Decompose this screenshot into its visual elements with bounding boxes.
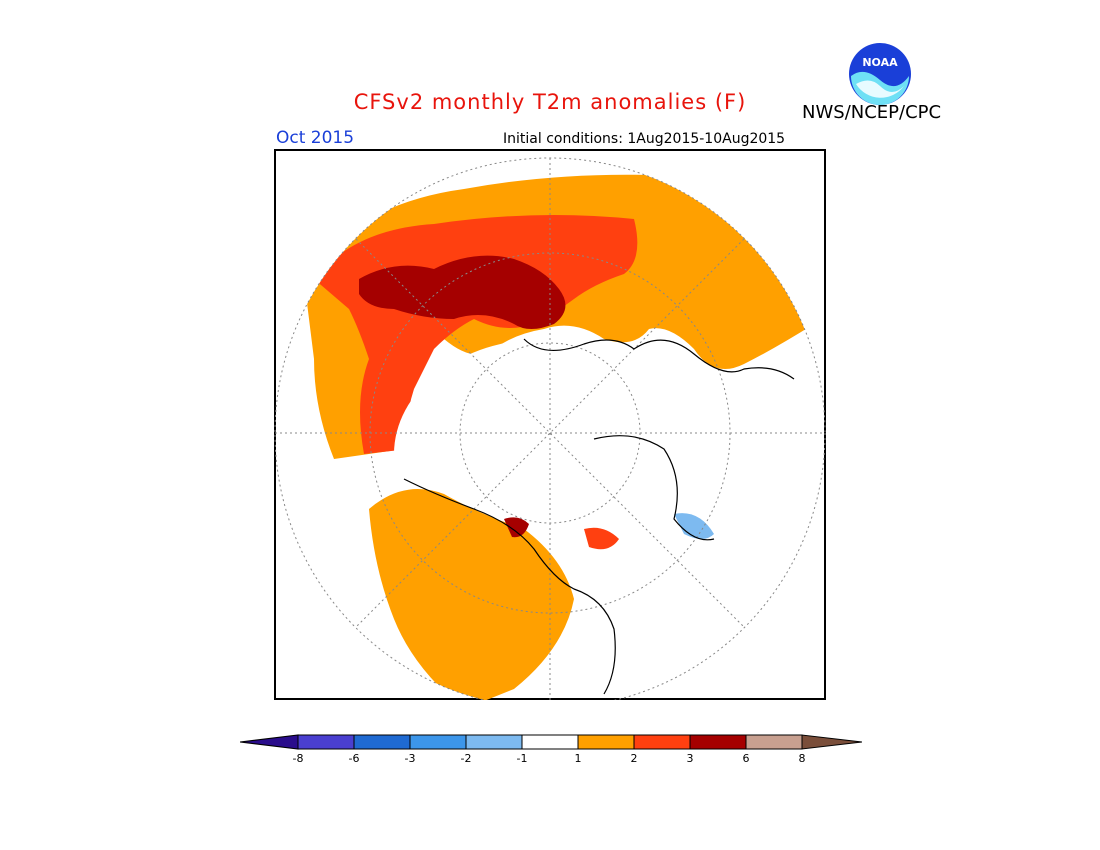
logo-text: NOAA bbox=[862, 56, 898, 69]
color-bin-5 bbox=[521, 734, 579, 750]
color-bin-7 bbox=[633, 734, 691, 750]
cool-anomaly-region bbox=[674, 513, 714, 539]
color-scale-tick-label: 6 bbox=[742, 752, 750, 765]
color-scale-tick-label: 1 bbox=[574, 752, 582, 765]
noaa-logo: NOAA bbox=[849, 43, 911, 105]
color-bin-8 bbox=[689, 734, 747, 750]
color-scale-tick-label: 3 bbox=[686, 752, 694, 765]
anomaly-region-north-america-orange bbox=[369, 489, 574, 700]
color-scale-tick-label: -8 bbox=[292, 752, 304, 765]
polar-anomaly-map bbox=[274, 149, 826, 700]
color-scale-tick-label: -2 bbox=[460, 752, 472, 765]
color-bin-9 bbox=[745, 734, 803, 750]
anomaly-region-eurasia-darkred bbox=[359, 255, 566, 329]
chart-title: CFSv2 monthly T2m anomalies (F) bbox=[353, 90, 747, 114]
color-scale-tick-label: -1 bbox=[516, 752, 528, 765]
archipelago-red bbox=[584, 527, 619, 550]
color-scale-tick-label: 8 bbox=[798, 752, 806, 765]
color-bin-4 bbox=[465, 734, 523, 750]
initial-conditions: Initial conditions: 1Aug2015-10Aug2015 bbox=[503, 131, 786, 147]
archipelago-darkred bbox=[504, 517, 529, 538]
color-bin-2 bbox=[353, 734, 411, 750]
color-scale-bar bbox=[240, 734, 862, 750]
organization-label: NWS/NCEP/CPC bbox=[802, 102, 942, 123]
color-scale-tick-label: 2 bbox=[630, 752, 638, 765]
color-bin-6 bbox=[577, 734, 635, 750]
color-scale-tick-label: -6 bbox=[348, 752, 360, 765]
forecast-period: Oct 2015 bbox=[276, 128, 355, 148]
color-bin-10 bbox=[801, 734, 862, 750]
color-bin-0 bbox=[240, 734, 299, 750]
color-bin-1 bbox=[297, 734, 355, 750]
color-bin-3 bbox=[409, 734, 467, 750]
color-scale-tick-label: -3 bbox=[404, 752, 416, 765]
